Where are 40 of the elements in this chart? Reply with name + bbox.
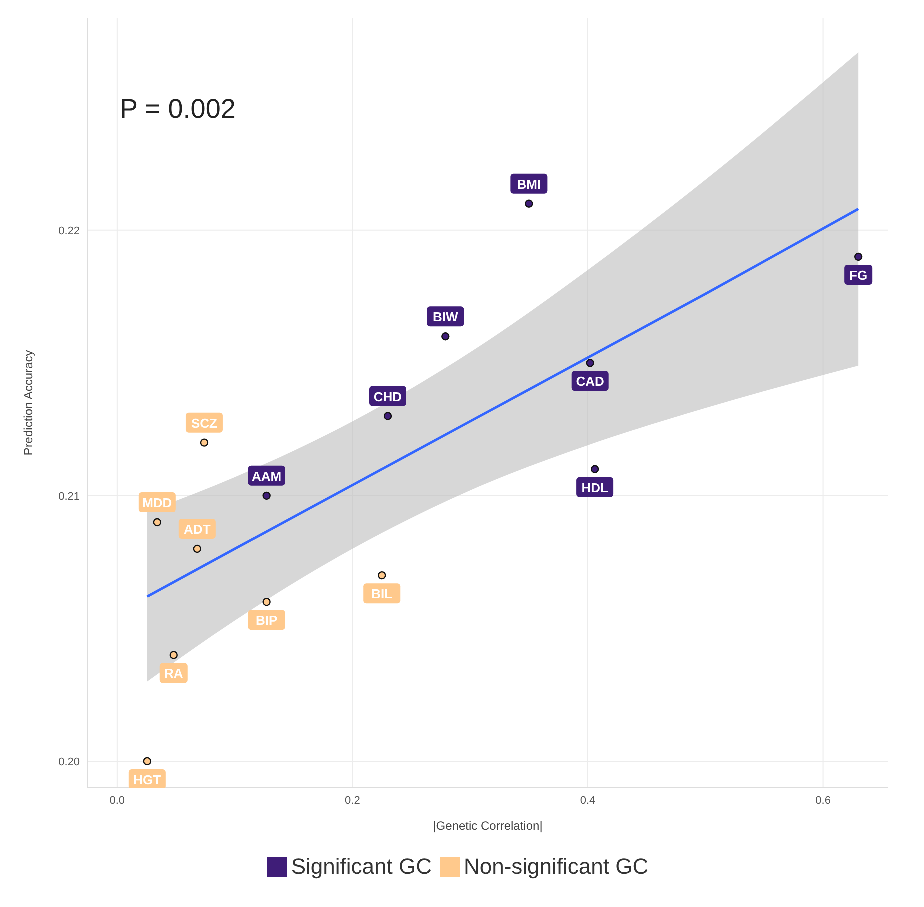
y-tick-label: 0.20	[58, 756, 80, 768]
annotation: MDD	[142, 495, 172, 510]
annotation: BIL	[372, 586, 393, 602]
annotation: FG	[850, 268, 868, 283]
x-tick-label: 0.2	[345, 794, 360, 807]
annotation: AAM	[252, 468, 282, 484]
x-tick-label: 0.0	[110, 794, 126, 807]
point	[525, 200, 534, 208]
point	[193, 544, 202, 554]
annotation: BIW	[433, 310, 460, 325]
x-tick-label: 0.4	[580, 794, 596, 807]
annotation: P = 0.002	[120, 94, 236, 124]
point	[262, 598, 271, 606]
annotation: SCZ	[191, 416, 218, 431]
y-axis-title: Prediction Accuracy	[21, 350, 36, 456]
point	[590, 465, 600, 474]
x-tick-label: 0.6	[816, 794, 831, 807]
legend-label: Non-significant GC	[464, 854, 649, 880]
point	[153, 518, 162, 527]
annotation: HGT	[134, 772, 162, 788]
point	[170, 651, 178, 660]
annotation: ADT	[184, 522, 211, 538]
point	[143, 757, 152, 766]
point	[586, 359, 594, 368]
annotation: BIP	[256, 613, 278, 628]
annotation: HDL	[582, 480, 608, 496]
point	[378, 571, 386, 580]
point	[384, 412, 392, 420]
annotation: RA	[164, 666, 184, 682]
annotation: CAD	[576, 374, 604, 390]
point	[442, 332, 450, 341]
point	[262, 492, 271, 500]
point	[200, 438, 209, 447]
annotation: BMI	[517, 176, 542, 192]
y-tick-label: 0.22	[58, 225, 80, 238]
x-axis-title: |Genetic Correlation|	[433, 819, 543, 833]
legend-label: Significant GC	[291, 854, 432, 880]
point	[854, 252, 863, 262]
annotation: CHD	[374, 389, 402, 404]
y-tick-label: 0.21	[58, 490, 80, 503]
